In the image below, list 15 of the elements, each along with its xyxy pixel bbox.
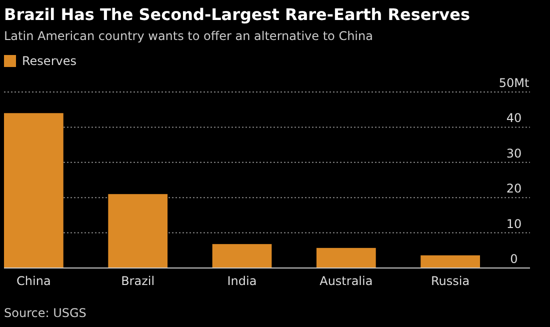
x-tick-label: China [16,274,51,288]
x-tick-label: Russia [431,274,470,288]
x-tick-label: Brazil [121,274,155,288]
y-tick-label: 0 [510,252,518,266]
y-tick-label: 30 [506,146,522,160]
y-tick-label: 20 [506,182,522,196]
x-tick-label: Australia [320,274,373,288]
legend-label: Reserves [22,54,76,68]
y-tick-label: 10 [506,216,522,231]
y-tick-label: 40 [506,111,522,126]
source-note: Source: USGS [4,306,86,320]
chart-title: Brazil Has The Second-Largest Rare-Earth Reserves [4,5,470,24]
x-tick-label: India [227,274,257,288]
chart-subtitle: Latin American country wants to offer an alternative to China [4,29,373,43]
y-tick-label: 50Mt [498,76,530,90]
